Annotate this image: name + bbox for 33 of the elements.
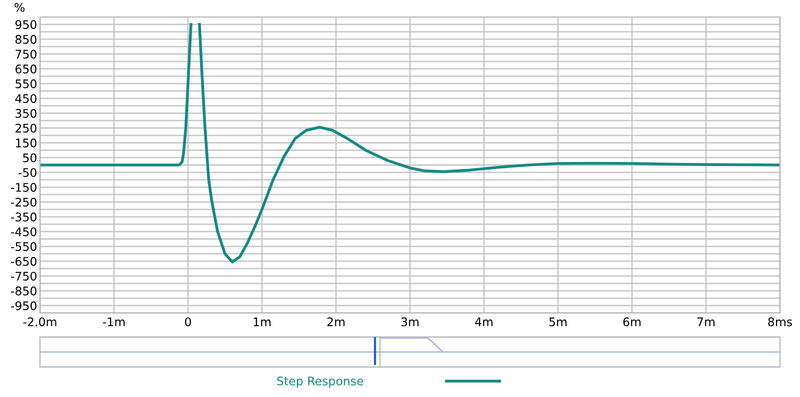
y-tick-label: -650 — [11, 256, 36, 266]
x-tick-label: 3m — [401, 317, 419, 326]
y-tick-label: -350 — [11, 212, 36, 222]
y-tick-label: -450 — [11, 227, 36, 236]
x-tick-label: 2m — [327, 317, 345, 326]
x-tick-label: 7m — [697, 318, 715, 326]
x-tick-label: -1m — [102, 318, 125, 326]
x-tick-label: 4m — [475, 318, 493, 326]
y-tick-label: 450 — [15, 94, 36, 104]
y-tick-label: -50 — [18, 168, 36, 178]
y-tick-label: -150 — [11, 182, 36, 192]
x-tick-label: -2.0m — [23, 317, 56, 326]
y-tick-label: 650 — [16, 64, 36, 74]
x-tick-label: 8ms — [768, 317, 792, 326]
y-tick-label: -750 — [11, 272, 36, 281]
y-tick-label: 250 — [16, 124, 36, 133]
y-tick-label: -850 — [11, 286, 36, 296]
y-tick-label: 850 — [15, 34, 36, 44]
y-tick-label: -950 — [11, 301, 36, 310]
y-tick-label: 50 — [23, 153, 36, 162]
y-tick-label: -250 — [11, 198, 36, 207]
y-tick-label: 350 — [16, 108, 36, 118]
y-axis-title: % — [14, 2, 25, 12]
y-tick-label: 750 — [16, 50, 36, 59]
x-tick-label: 1m — [254, 318, 271, 326]
x-tick-label: 6m — [623, 317, 641, 326]
x-tick-label: 0 — [185, 317, 191, 326]
y-tick-label: 150 — [16, 138, 36, 148]
text: Step Response — [277, 376, 364, 388]
y-tick-label: 950 — [15, 20, 36, 30]
y-tick-label: 550 — [16, 79, 36, 88]
y-tick-label: -550 — [11, 242, 36, 252]
x-tick-label: 5m — [549, 318, 567, 326]
